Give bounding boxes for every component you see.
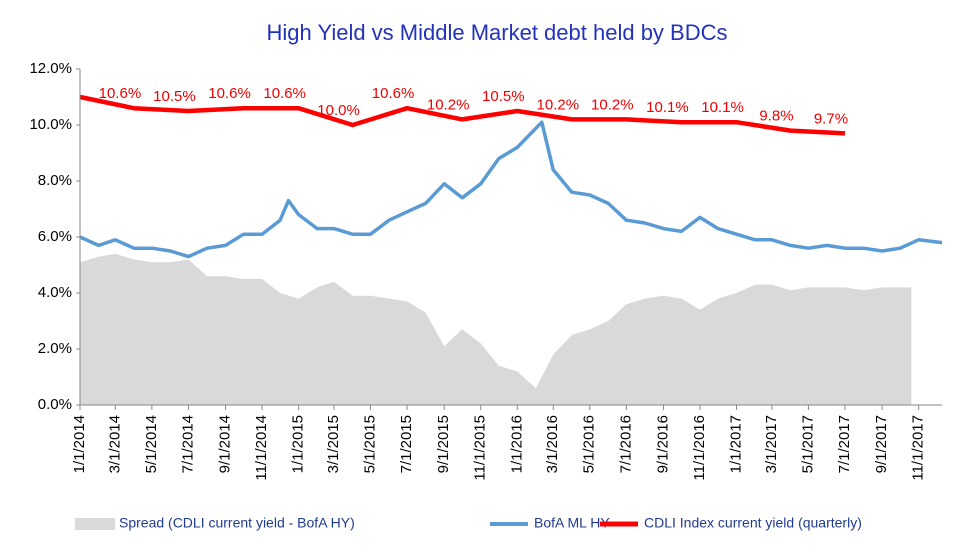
x-tick-label: 5/1/2015 xyxy=(361,415,378,473)
legend-swatch xyxy=(75,518,115,530)
x-tick-label: 1/1/2017 xyxy=(728,415,745,473)
value-label: 10.1% xyxy=(646,99,689,116)
value-label: 9.8% xyxy=(759,108,793,125)
x-tick-label: 7/1/2016 xyxy=(617,415,634,473)
legend-label: BofA ML HY xyxy=(534,515,610,531)
x-tick-label: 1/1/2014 xyxy=(71,415,88,473)
value-label: 9.7% xyxy=(814,110,848,127)
x-tick-label: 9/1/2016 xyxy=(654,415,671,473)
spread-area xyxy=(80,253,912,405)
y-tick-label: 2.0% xyxy=(38,340,72,357)
chart-title: High Yield vs Middle Market debt held by… xyxy=(267,20,728,45)
value-label: 10.2% xyxy=(591,96,634,113)
x-tick-label: 1/1/2015 xyxy=(290,415,307,473)
value-label: 10.0% xyxy=(317,102,360,119)
x-tick-label: 1/1/2016 xyxy=(508,415,525,473)
value-label: 10.2% xyxy=(537,96,580,113)
value-label: 10.1% xyxy=(701,99,744,116)
x-tick-label: 3/1/2015 xyxy=(325,415,342,473)
value-label: 10.6% xyxy=(372,85,415,102)
series-line xyxy=(79,94,846,136)
x-tick-label: 11/1/2017 xyxy=(910,415,927,481)
legend-label: Spread (CDLI current yield - BofA HY) xyxy=(119,515,355,531)
x-tick-label: 5/1/2014 xyxy=(143,415,160,473)
legend-label: CDLI Index current yield (quarterly) xyxy=(644,515,862,531)
y-tick-label: 4.0% xyxy=(38,284,72,301)
y-tick-label: 0.0% xyxy=(38,396,72,413)
x-tick-label: 3/1/2016 xyxy=(544,415,561,473)
value-label: 10.6% xyxy=(208,85,251,102)
value-label: 10.5% xyxy=(482,88,525,105)
x-tick-label: 7/1/2015 xyxy=(398,415,415,473)
x-tick-label: 5/1/2017 xyxy=(799,415,816,473)
y-tick-label: 8.0% xyxy=(38,172,72,189)
x-tick-label: 9/1/2015 xyxy=(435,415,452,473)
x-tick-label: 9/1/2014 xyxy=(217,415,234,473)
value-label: 10.2% xyxy=(427,96,470,113)
x-tick-label: 5/1/2016 xyxy=(581,415,598,473)
x-tick-label: 7/1/2014 xyxy=(179,415,196,473)
x-tick-label: 3/1/2014 xyxy=(106,415,123,473)
value-label: 10.6% xyxy=(99,85,142,102)
x-tick-label: 11/1/2014 xyxy=(253,415,270,481)
x-tick-label: 11/1/2015 xyxy=(472,415,489,481)
y-tick-label: 10.0% xyxy=(29,116,72,133)
x-tick-label: 11/1/2016 xyxy=(691,415,708,481)
y-tick-label: 6.0% xyxy=(38,228,72,245)
x-tick-label: 9/1/2017 xyxy=(873,415,890,473)
x-tick-label: 3/1/2017 xyxy=(763,415,780,473)
series-line xyxy=(79,120,943,259)
value-label: 10.6% xyxy=(263,85,306,102)
y-tick-label: 12.0% xyxy=(29,60,72,77)
value-label: 10.5% xyxy=(153,88,196,105)
x-tick-label: 7/1/2017 xyxy=(836,415,853,473)
